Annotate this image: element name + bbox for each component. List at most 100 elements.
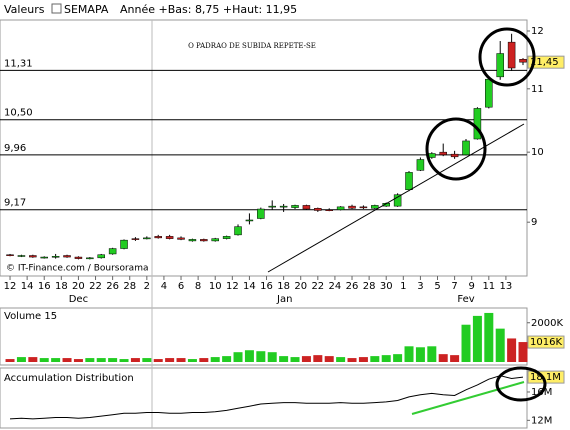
candle-body [439, 151, 447, 156]
x-tick-label: 28 [363, 281, 376, 292]
volume-bar [381, 355, 391, 362]
highlight-circle [478, 27, 536, 87]
x-tick-label: 20 [294, 281, 307, 292]
last-value-label: 18,1M [530, 372, 561, 383]
candle-body [188, 239, 197, 242]
volume-bar [495, 328, 505, 362]
x-tick-label: 12 [4, 281, 17, 292]
volume-bar [176, 358, 186, 362]
volume-bar [404, 346, 414, 362]
volume-bar [5, 359, 15, 362]
x-tick-label: 16 [38, 281, 51, 292]
x-tick-label: 1 [400, 281, 406, 292]
candle-body [450, 153, 459, 158]
candle-body [405, 172, 413, 191]
candle-body [177, 237, 185, 240]
x-tick-label: 4 [161, 281, 167, 292]
volume-bar [222, 356, 232, 362]
x-tick-label: 5 [434, 281, 440, 292]
candle-body [120, 239, 128, 249]
ad-trend-line [411, 381, 525, 415]
volume-title: Volume 15 [4, 311, 57, 322]
last-value-label: 11,45 [530, 57, 559, 68]
volume-bar [142, 358, 152, 362]
volume-bar [324, 356, 334, 362]
candle-body [279, 205, 288, 208]
volume-bar [279, 356, 289, 362]
last-value-box [527, 55, 565, 69]
x-tick-label: 20 [72, 281, 85, 292]
x-tick-label: 11 [482, 281, 495, 292]
annotation: O PADRAO DE SUBIDA REPETE-SE [188, 42, 316, 50]
x-tick-label: 16 [260, 281, 273, 292]
volume-bar [301, 356, 311, 362]
volume-bar [450, 355, 460, 362]
candle-body [314, 208, 322, 211]
x-tick-label: 18 [55, 281, 68, 292]
x-tick-label: 14 [21, 281, 34, 292]
header-icon [51, 3, 62, 14]
candle-body [108, 248, 117, 255]
y-tick-label: 11 [531, 84, 544, 95]
x-tick-label: 14 [243, 281, 256, 292]
volume-bar [96, 358, 106, 362]
last-value-box [527, 335, 565, 349]
x-tick-label: 24 [329, 281, 342, 292]
ad-title: Accumulation Distribution [4, 373, 134, 384]
x-tick-label: 6 [178, 281, 184, 292]
candle-body [234, 226, 242, 236]
volume-bar [336, 357, 346, 362]
volume-bar [153, 359, 163, 362]
candle-body [485, 78, 493, 108]
candle-body [302, 205, 311, 210]
candle-body [40, 256, 48, 259]
volume-bar [165, 358, 175, 362]
candle-body [154, 236, 162, 239]
x-tick-label: 8 [195, 281, 201, 292]
x-tick-label: 2 [144, 281, 150, 292]
volume-bar [358, 357, 368, 362]
volume-bar [507, 338, 517, 362]
x-tick-label: 10 [209, 281, 222, 292]
header-label: Valeurs [4, 3, 45, 16]
level-label: 10,50 [4, 108, 33, 119]
candle-body [257, 208, 265, 219]
candle-body [245, 219, 254, 222]
volume-bar [313, 355, 323, 362]
x-tick-label: 28 [123, 281, 136, 292]
x-tick-label: 26 [346, 281, 359, 292]
volume-bar [415, 347, 425, 362]
volume-bar [62, 358, 72, 362]
y-tick-label: 2000K [531, 318, 563, 329]
volume-bar [39, 358, 49, 362]
volume-bar [210, 357, 220, 362]
volume-bar [73, 359, 83, 362]
candle-body [268, 205, 276, 208]
header-range: Année +Bas: 8,75 +Haut: 11,95 [120, 3, 297, 16]
volume-bar [199, 358, 209, 362]
x-tick-label: 12 [226, 281, 239, 292]
candle-body [131, 238, 140, 240]
candle-body [222, 236, 231, 239]
candle-body [165, 236, 174, 239]
candle-body [200, 239, 208, 242]
volume-bar [461, 324, 471, 362]
ad-line [9, 375, 524, 420]
volume-bar [438, 354, 448, 362]
month-label: Fev [457, 294, 474, 305]
candle-body [63, 255, 71, 258]
candle-body [86, 257, 94, 260]
volume-bar [233, 352, 243, 362]
candle-body [507, 41, 516, 69]
volume-bar [427, 346, 437, 362]
y-tick-label: 10 [531, 147, 544, 158]
volume-bar [393, 354, 403, 362]
candle-body [416, 159, 425, 171]
candle-body [325, 209, 333, 211]
volume-bar [16, 357, 26, 362]
volume-bar [370, 356, 380, 362]
y-tick-label: 9 [531, 217, 537, 228]
candle-body [74, 256, 83, 259]
